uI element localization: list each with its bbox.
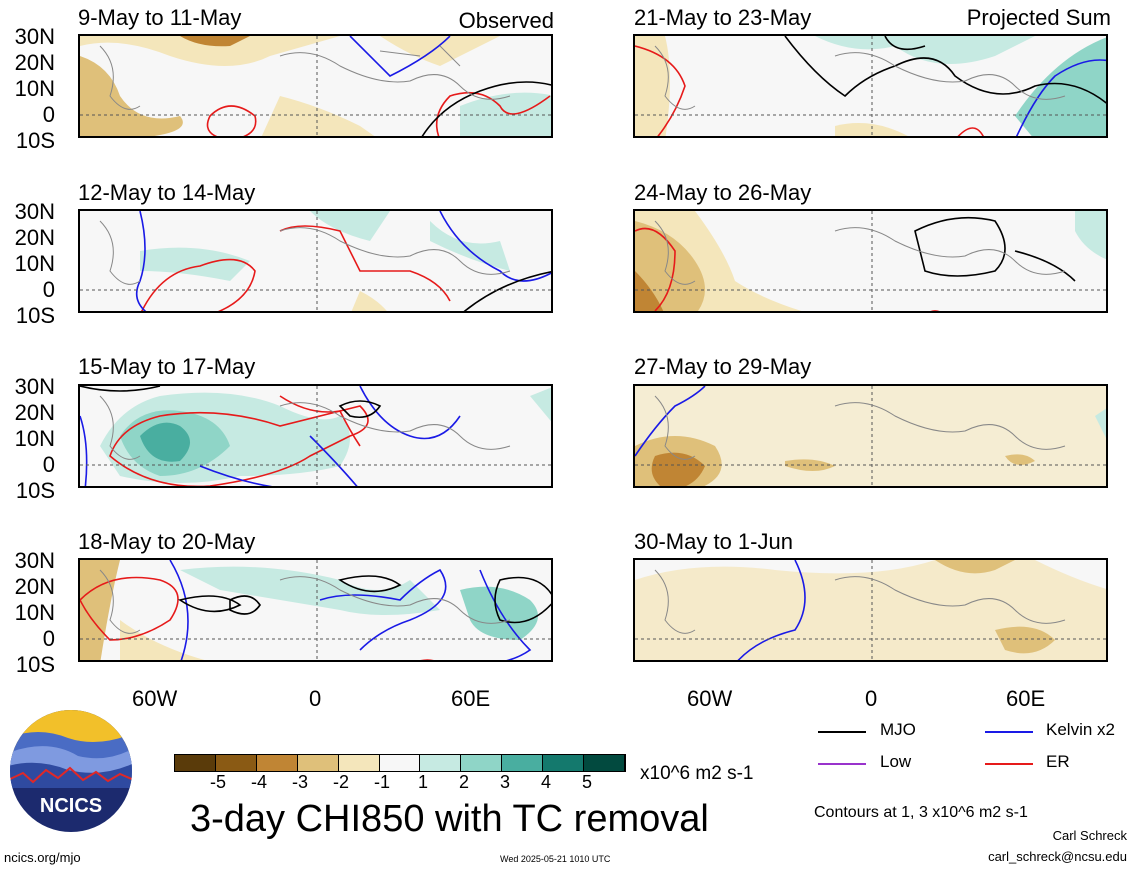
colorbar-tick: 4 <box>540 772 551 792</box>
map-panel <box>633 209 1108 313</box>
colorbar-tick: 3 <box>499 772 510 792</box>
legend-label: MJO <box>880 720 916 739</box>
colorbar-swatch <box>420 755 462 771</box>
contours-note: Contours at 1, 3 x10^6 m2 s-1 <box>814 804 1028 821</box>
panel-title: 21-May to 23-May <box>634 5 812 30</box>
colorbar-tick: -2 <box>332 772 349 792</box>
lat-label: 30N <box>14 199 55 224</box>
legend-label: Low <box>880 752 912 771</box>
ncics-logo: NCICS <box>8 708 134 834</box>
logo-text: NCICS <box>40 795 102 817</box>
panel-title: 30-May to 1-Jun <box>634 529 793 554</box>
panel-title: 12-May to 14-May <box>78 180 256 205</box>
panel-title: 18-May to 20-May <box>78 529 256 554</box>
lat-label: 10S <box>15 128 55 153</box>
timestamp: Wed 2025-05-21 1010 UTC <box>500 854 611 864</box>
lat-label: 10N <box>14 251 55 276</box>
map-panel <box>633 384 1108 488</box>
lat-label: 30N <box>14 24 55 49</box>
colorbar-swatch <box>461 755 503 771</box>
lat-label: 10N <box>14 76 55 101</box>
colorbar-swatch <box>215 755 257 771</box>
lat-label: 0 <box>42 277 55 302</box>
legend-line-mjo <box>818 731 866 733</box>
colorbar-tick: 1 <box>417 772 428 792</box>
map-panel <box>633 558 1108 662</box>
colorbar-swatch <box>502 755 544 771</box>
lat-label: 20N <box>14 50 55 75</box>
colorbar-tick: 5 <box>581 772 592 792</box>
lat-label: 10S <box>15 478 55 503</box>
lon-label: 60E <box>1006 686 1046 711</box>
legend-line-er <box>985 763 1033 765</box>
map-panel <box>633 34 1108 138</box>
panel-corner-label: Observed <box>458 8 554 33</box>
author: Carl Schreck <box>1052 828 1127 843</box>
lat-label: 0 <box>42 102 55 127</box>
lon-label: 60W <box>132 686 178 711</box>
panel-title: 15-May to 17-May <box>78 354 256 379</box>
colorbar-swatch <box>175 755 216 771</box>
lon-label: 60W <box>687 686 733 711</box>
map-panel <box>78 34 553 138</box>
colorbar-swatch <box>379 755 421 771</box>
map-panel <box>78 384 553 488</box>
colorbar-units: x10^6 m2 s-1 <box>640 763 754 784</box>
lat-label: 10S <box>15 652 55 677</box>
colorbar-tick: -3 <box>291 772 308 792</box>
lon-label: 0 <box>309 686 322 711</box>
panel-title: 27-May to 29-May <box>634 354 812 379</box>
legend-line-low <box>818 763 866 765</box>
colorbar-swatch <box>256 755 298 771</box>
colorbar-tick: -5 <box>209 772 226 792</box>
lon-label: 60E <box>451 686 491 711</box>
source-url: ncics.org/mjo <box>4 850 81 865</box>
colorbar-tick: -1 <box>373 772 390 792</box>
email: carl_schreck@ncsu.edu <box>988 849 1127 864</box>
colorbar-swatch <box>543 755 585 771</box>
lat-label: 0 <box>42 626 55 651</box>
lon-label: 0 <box>865 686 878 711</box>
lat-label: 0 <box>42 452 55 477</box>
lat-label: 10N <box>14 426 55 451</box>
colorbar-tick: 2 <box>458 772 469 792</box>
lat-label: 30N <box>14 548 55 573</box>
lat-label: 30N <box>14 374 55 399</box>
colorbar-swatch <box>584 755 625 771</box>
lat-label: 10N <box>14 600 55 625</box>
legend-line-kelvin <box>985 731 1033 733</box>
legend-label: Kelvin x2 <box>1046 720 1115 739</box>
colorbar-swatch <box>338 755 380 771</box>
panel-title: 24-May to 26-May <box>634 180 812 205</box>
panel-title: 9-May to 11-May <box>78 5 242 30</box>
colorbar <box>174 754 626 772</box>
colorbar-tick: -4 <box>250 772 267 792</box>
map-panel <box>78 558 553 662</box>
panel-corner-label: Projected Sum <box>966 5 1111 30</box>
lat-label: 10S <box>15 303 55 328</box>
lat-label: 20N <box>14 400 55 425</box>
legend-label: ER <box>1046 752 1070 771</box>
map-panel <box>78 209 553 313</box>
main-title: 3-day CHI850 with TC removal <box>190 798 709 840</box>
colorbar-swatch <box>297 755 339 771</box>
lat-label: 20N <box>14 574 55 599</box>
lat-label: 20N <box>14 225 55 250</box>
